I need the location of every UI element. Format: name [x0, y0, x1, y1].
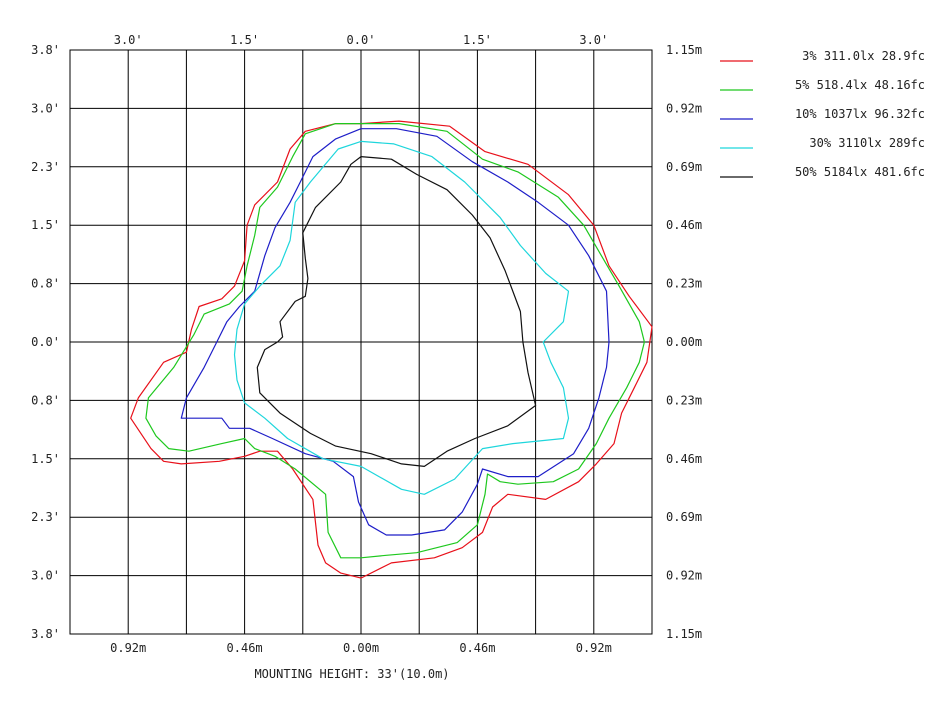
- plot-border: [69, 49, 653, 635]
- y-tick-label-right: 0.46m: [666, 218, 702, 232]
- x-tick-label-bottom: 0.92m: [110, 641, 146, 655]
- y-tick-label-right: 0.00m: [666, 335, 702, 349]
- y-tick-label-right: 1.15m: [666, 43, 702, 57]
- x-tick-label-bottom: 0.92m: [576, 641, 612, 655]
- tick-labels: 0.92m 0.46m 0.00m 0.46m 0.92m 3.0' 1.5' 0.0' 1.5…: [31, 33, 702, 655]
- x-tick-label-bottom: 0.46m: [227, 641, 263, 655]
- iso-line-5: [256, 156, 537, 467]
- iso-line-1: [130, 120, 653, 579]
- x-tick-label-top: 3.0': [579, 33, 608, 47]
- plot-frame: [69, 49, 653, 635]
- legend-label: 5% 518.4lx 48.16fc: [795, 78, 925, 92]
- y-tick-label-left: 0.0': [31, 335, 60, 349]
- legend-label: 50% 5184lx 481.6fc: [795, 165, 925, 179]
- iso-line-4: [233, 140, 570, 495]
- y-tick-label-left: 1.5': [31, 452, 60, 466]
- y-tick-label-right: 0.92m: [666, 101, 702, 115]
- y-tick-label-left: 0.8': [31, 277, 60, 291]
- x-tick-label-top: 1.5': [463, 33, 492, 47]
- y-tick-label-right: 0.69m: [666, 160, 702, 174]
- y-tick-label-left: 3.8': [31, 627, 60, 641]
- x-tick-label-bottom: 0.46m: [459, 641, 495, 655]
- x-tick-label-top: 1.5': [230, 33, 259, 47]
- legend-label: 10% 1037lx 96.32fc: [795, 107, 925, 121]
- y-tick-label-left: 3.0': [31, 569, 60, 583]
- y-tick-label-right: 0.69m: [666, 510, 702, 524]
- y-tick-label-left: 2.3': [31, 510, 60, 524]
- x-tick-label-top: 3.0': [114, 33, 143, 47]
- y-tick-label-left: 3.8': [31, 43, 60, 57]
- legend-label: 30% 3110lx 289fc: [809, 136, 925, 150]
- y-tick-label-right: 1.15m: [666, 627, 702, 641]
- iso-line-3: [180, 128, 610, 536]
- iso-line-2: [145, 122, 646, 559]
- series-layer: [130, 120, 653, 579]
- legend-label: 3% 311.0lx 28.9fc: [802, 49, 925, 63]
- y-tick-label-left: 3.0': [31, 101, 60, 115]
- y-tick-label-right: 0.46m: [666, 452, 702, 466]
- y-tick-label-left: 2.3': [31, 160, 60, 174]
- x-tick-label-top: 0.0': [347, 33, 376, 47]
- x-tick-label-bottom: 0.00m: [343, 641, 379, 655]
- chart-caption: MOUNTING HEIGHT: 33'(10.0m): [254, 667, 449, 681]
- legend: 3% 311.0lx 28.9fc 5% 518.4lx 48.16fc 10% 1…: [720, 49, 925, 179]
- y-tick-label-right: 0.92m: [666, 569, 702, 583]
- grid: [70, 50, 652, 634]
- y-tick-label-left: 1.5': [31, 218, 60, 232]
- y-tick-label-left: 0.8': [31, 393, 60, 407]
- y-tick-label-right: 0.23m: [666, 277, 702, 291]
- y-tick-label-right: 0.23m: [666, 393, 702, 407]
